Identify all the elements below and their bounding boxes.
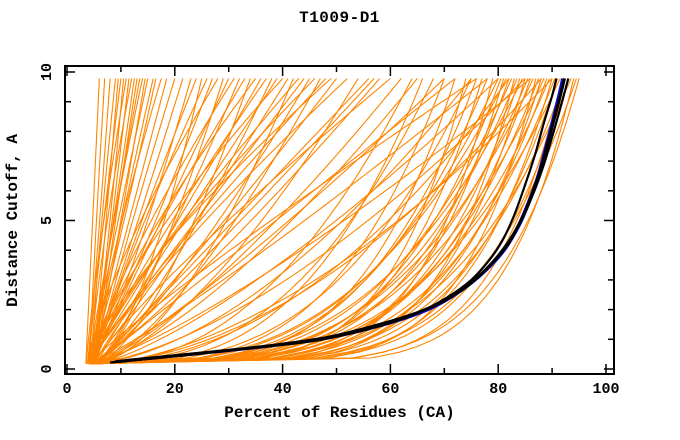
model-curve — [92, 78, 125, 364]
model-curve — [90, 78, 537, 365]
model-curve — [94, 78, 521, 365]
x-tick-label: 40 — [274, 381, 292, 398]
model-curve — [96, 78, 513, 365]
model-curve — [93, 78, 391, 364]
model-curve — [90, 78, 531, 365]
model-curve — [90, 78, 488, 365]
model-curve — [89, 78, 381, 365]
black-curve-3 — [109, 78, 558, 364]
model-curve — [95, 78, 294, 365]
model-curve — [86, 78, 111, 364]
model-curve — [88, 78, 418, 365]
model-curve — [88, 78, 327, 364]
ensemble-curves — [85, 78, 580, 365]
x-tick-label: 60 — [381, 381, 399, 398]
model-curve — [86, 78, 219, 364]
model-curve — [92, 78, 510, 365]
model-curve — [87, 78, 332, 364]
model-curve — [95, 78, 375, 365]
model-curve — [97, 78, 526, 365]
model-curve — [91, 78, 472, 365]
model-curve — [89, 78, 472, 365]
tick-labels: 0 20 40 60 80 100 0 5 10 — [39, 63, 620, 398]
model-curve — [96, 78, 278, 364]
model-curve — [93, 78, 507, 365]
x-tick-label: 20 — [166, 381, 184, 398]
model-curve — [85, 78, 127, 364]
model-curve — [96, 78, 208, 364]
model-curve — [94, 78, 424, 365]
model-curve — [93, 78, 532, 365]
model-curve — [90, 78, 529, 365]
model-curve — [88, 78, 192, 365]
model-curve — [95, 78, 456, 365]
model-curve — [92, 78, 478, 365]
model-curve — [94, 78, 577, 365]
model-curve — [86, 78, 305, 365]
model-curve — [92, 78, 556, 365]
model-curve — [91, 78, 456, 365]
model-curve — [90, 78, 316, 364]
y-tick-label: 5 — [39, 216, 56, 225]
model-curve — [91, 78, 550, 365]
y-tick-label: 0 — [39, 364, 56, 373]
x-tick-label: 80 — [489, 381, 507, 398]
model-curve — [88, 78, 445, 365]
model-curve — [91, 78, 499, 365]
model-curve — [92, 78, 534, 365]
highlight-curves — [109, 78, 570, 364]
x-axis-label: Percent of Residues (CA) — [224, 404, 455, 422]
model-curve — [85, 78, 100, 364]
model-curve — [90, 78, 561, 365]
model-curve — [96, 78, 499, 365]
model-curve — [89, 78, 184, 364]
model-curve — [95, 78, 348, 364]
model-curve — [91, 78, 580, 365]
chart-title: T1009-D1 — [299, 9, 380, 27]
model-curve — [90, 78, 434, 365]
model-curve — [91, 78, 488, 365]
model-curve — [89, 78, 477, 365]
plot-border — [64, 65, 615, 375]
model-curve — [96, 78, 321, 365]
axes — [64, 65, 615, 375]
model-curve — [92, 78, 230, 364]
model-curve — [88, 78, 246, 364]
model-curve — [89, 78, 149, 364]
x-tick-label: 0 — [62, 381, 71, 398]
model-curve — [93, 78, 575, 365]
model-curve — [94, 78, 559, 365]
model-curve — [89, 78, 273, 365]
model-curve — [89, 78, 526, 365]
model-curve — [90, 78, 168, 364]
model-curve — [91, 78, 359, 365]
model-curve — [91, 78, 144, 364]
model-curve — [90, 78, 133, 364]
x-tick-label: 100 — [592, 381, 619, 398]
model-curve — [91, 78, 523, 365]
model-curve — [93, 78, 337, 365]
model-curve — [94, 78, 510, 365]
model-curve — [94, 78, 545, 365]
y-tick-label: 10 — [39, 63, 56, 81]
model-curve — [91, 78, 284, 364]
model-curve — [96, 78, 138, 364]
model-curve — [92, 78, 300, 364]
model-curve — [96, 78, 241, 365]
model-curve — [90, 78, 235, 364]
model-curve — [90, 78, 413, 365]
